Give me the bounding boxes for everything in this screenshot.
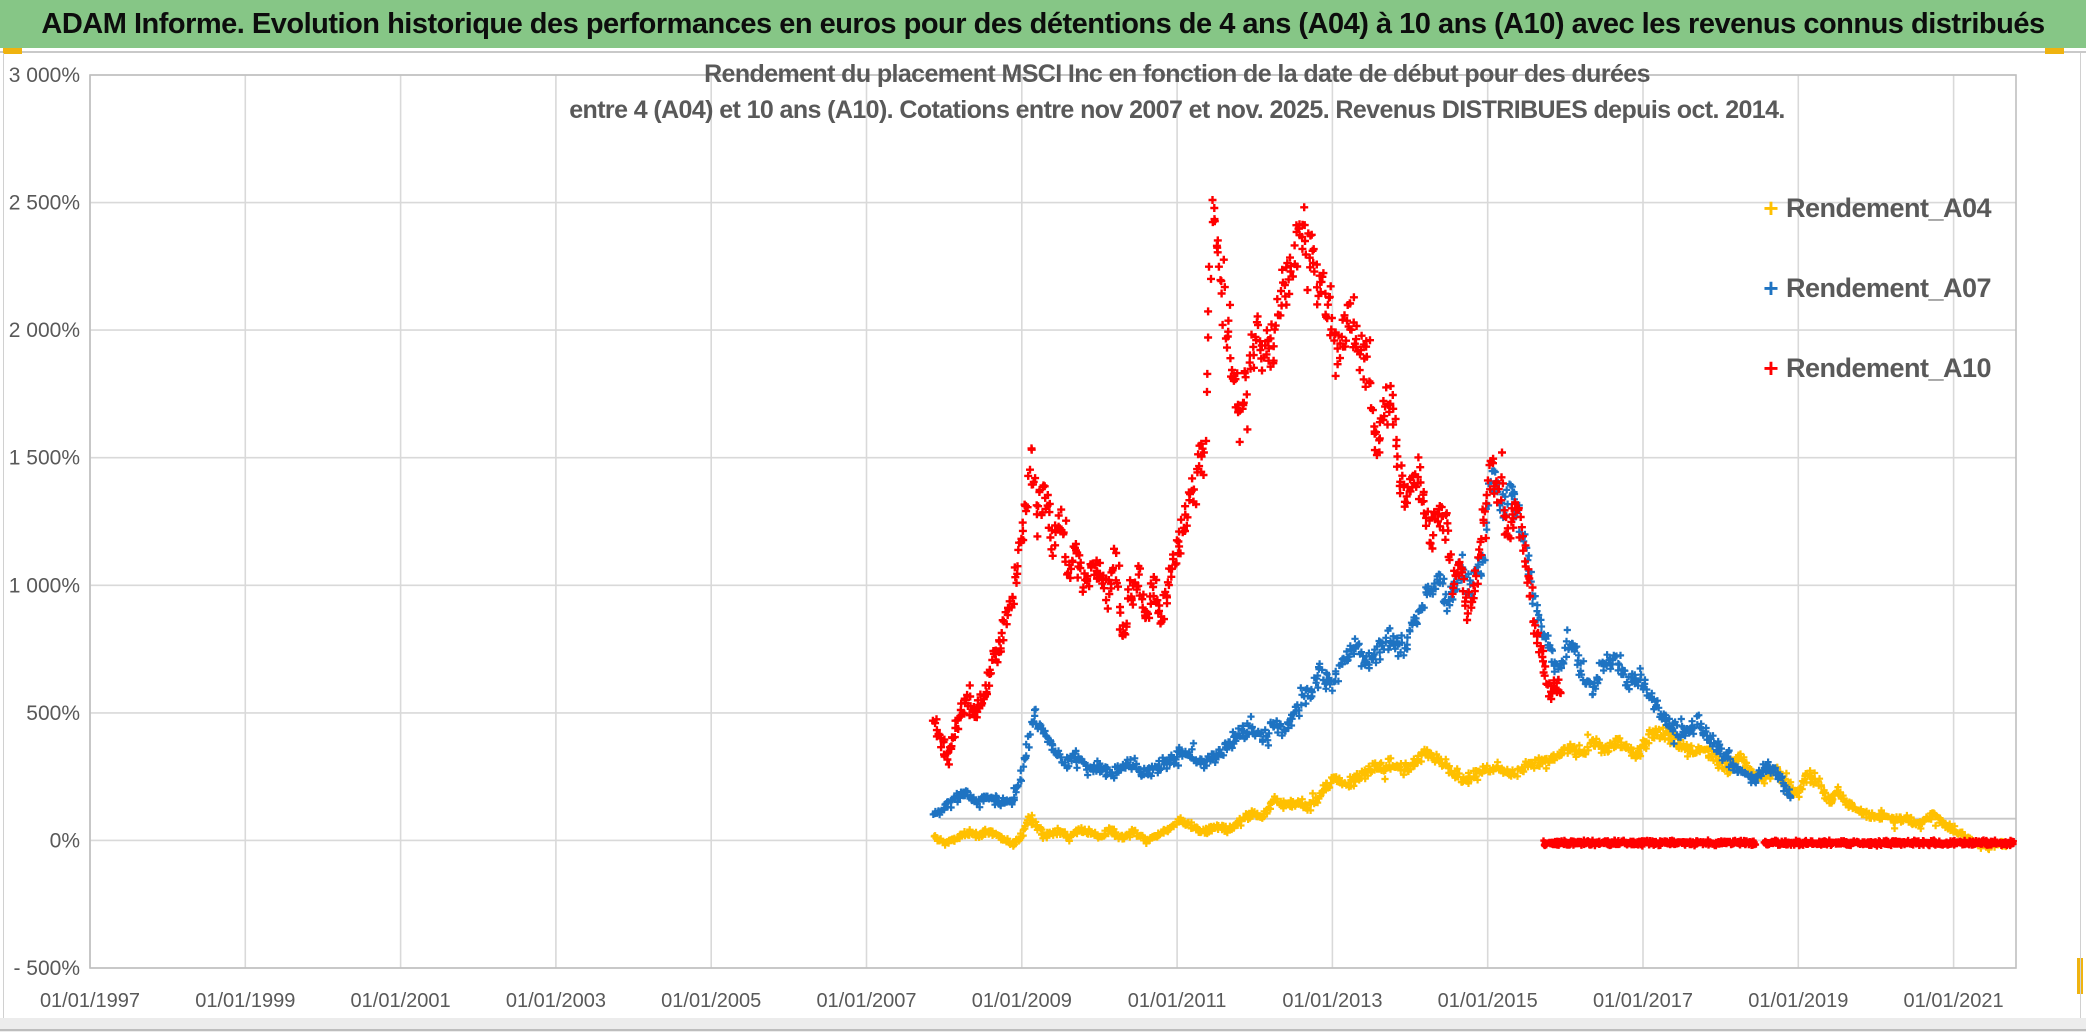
banner-title: ADAM Informe. Evolution historique des p… — [41, 7, 2045, 40]
legend: + Rendement_A04 + Rendement_A07 + Rendem… — [1756, 190, 2076, 430]
x-tick-label: 01/01/2003 — [506, 990, 606, 1012]
bottom-edge-line — [0, 1029, 2086, 1031]
x-tick-label: 01/01/2001 — [351, 990, 451, 1012]
x-tick-label: 01/01/2019 — [1748, 990, 1848, 1012]
chart-left-border — [3, 53, 4, 1030]
x-tick-label: 01/01/2005 — [661, 990, 761, 1012]
y-tick-label: 1 500% — [9, 447, 80, 470]
plus-marker-icon: + — [1763, 353, 1779, 383]
x-tick-label: 01/01/2013 — [1282, 990, 1382, 1012]
legend-label-a10: Rendement_A10 — [1786, 352, 1992, 383]
banner-underline — [0, 51, 2086, 53]
corner-accent-top-right — [2045, 48, 2064, 54]
x-tick-label: 01/01/2007 — [816, 990, 916, 1012]
legend-label-a04: Rendement_A04 — [1786, 192, 1992, 223]
x-tick-label: 01/01/2021 — [1904, 990, 2004, 1012]
y-tick-label: 1 000% — [9, 574, 80, 597]
x-tick-label: 01/01/2015 — [1438, 990, 1538, 1012]
chart-title: Rendement du placement MSCI Inc en fonct… — [427, 60, 1927, 125]
chart-title-line1: Rendement du placement MSCI Inc en fonct… — [704, 60, 1650, 88]
x-tick-label: 01/01/2009 — [972, 990, 1072, 1012]
plot-border — [89, 74, 2017, 969]
x-tick-label: 01/01/1999 — [195, 990, 295, 1012]
series-rendement-a10-flat-tail — [1540, 836, 2017, 850]
y-tick-label: 0% — [50, 829, 80, 852]
axis-labels: 3 000% 2 500% 2 000% 1 500% 1 000% 500% 0% - 50… — [9, 64, 2004, 1012]
chart-right-border — [2080, 53, 2081, 1030]
y-tick-label: 2 000% — [9, 319, 80, 342]
chart-title-line2: entre 4 (A04) et 10 ans (A10). Cotations… — [569, 96, 1785, 124]
banner: ADAM Informe. Evolution historique des p… — [0, 0, 2086, 48]
x-tick-label: 01/01/2011 — [1128, 990, 1227, 1012]
corner-accent-top-left — [3, 48, 22, 54]
plus-marker-icon: + — [1763, 193, 1779, 223]
y-tick-label: - 500% — [13, 957, 80, 980]
bottom-strip — [0, 1018, 2086, 1032]
y-tick-label: 2 500% — [9, 192, 80, 215]
legend-item-a04[interactable]: + Rendement_A04 — [1756, 190, 2076, 226]
legend-label-a07: Rendement_A07 — [1786, 272, 1992, 303]
y-tick-label: 3 000% — [9, 64, 80, 87]
x-tick-label: 01/01/1997 — [40, 990, 140, 1012]
y-tick-label: 500% — [26, 702, 80, 725]
series-rendement-a10 — [928, 196, 1565, 769]
series-rendement-a07 — [929, 457, 1794, 819]
series-rendement-a04 — [930, 724, 2010, 854]
x-tick-label: 01/01/2017 — [1593, 990, 1693, 1012]
legend-item-a07[interactable]: + Rendement_A07 — [1756, 270, 2076, 306]
plus-marker-icon: + — [1763, 273, 1779, 303]
legend-item-a10[interactable]: + Rendement_A10 — [1756, 350, 2076, 386]
